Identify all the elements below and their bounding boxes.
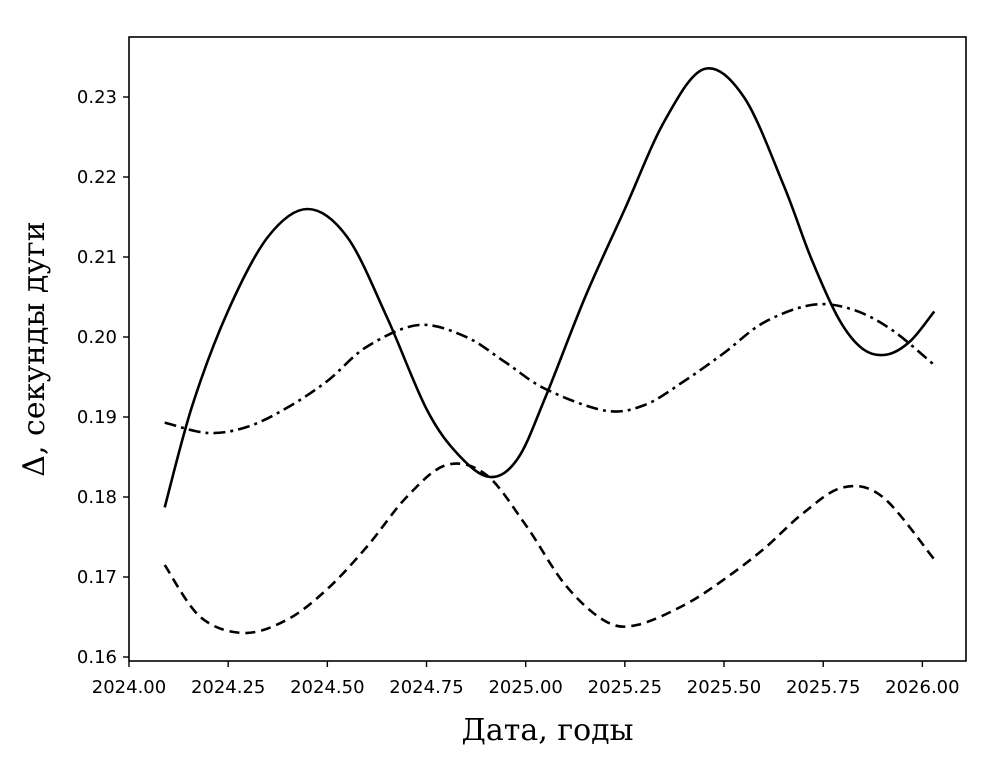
y-tick-label: 0.22 xyxy=(77,167,117,188)
x-axis-title: Дата, годы xyxy=(462,713,634,748)
x-tick-label: 2024.00 xyxy=(92,677,166,698)
x-tick-label: 2025.00 xyxy=(488,677,562,698)
y-axis-title: Δ, секунды дуги xyxy=(17,221,52,476)
series-line-dashdot xyxy=(164,302,936,435)
series-line-solid xyxy=(163,66,936,508)
y-tick-label: 0.20 xyxy=(77,327,117,348)
y-tick-label: 0.16 xyxy=(77,647,117,668)
plot-frame xyxy=(128,36,967,662)
x-tick-label: 2025.75 xyxy=(786,677,860,698)
y-tick-label: 0.19 xyxy=(77,407,117,428)
x-tick-label: 2025.50 xyxy=(687,677,761,698)
y-tick-label: 0.18 xyxy=(77,487,117,508)
x-tick-label: 2024.25 xyxy=(191,677,265,698)
x-tick-label: 2025.25 xyxy=(588,677,662,698)
series-line-dashed xyxy=(163,462,936,635)
x-tick-label: 2024.75 xyxy=(389,677,463,698)
x-axis: 2024.00 2024.25 2024.50 2024.75 2025.00 2025.… xyxy=(92,661,960,698)
y-tick-label: 0.17 xyxy=(77,567,117,588)
x-tick-label: 2024.50 xyxy=(290,677,364,698)
x-tick-label: 2026.00 xyxy=(885,677,959,698)
y-tick-label: 0.23 xyxy=(77,87,117,108)
y-axis: 0.16 0.17 0.18 0.19 0.20 0.21 0.22 0.23 xyxy=(77,87,129,668)
series-layer xyxy=(163,66,936,635)
y-tick-label: 0.21 xyxy=(77,247,117,268)
